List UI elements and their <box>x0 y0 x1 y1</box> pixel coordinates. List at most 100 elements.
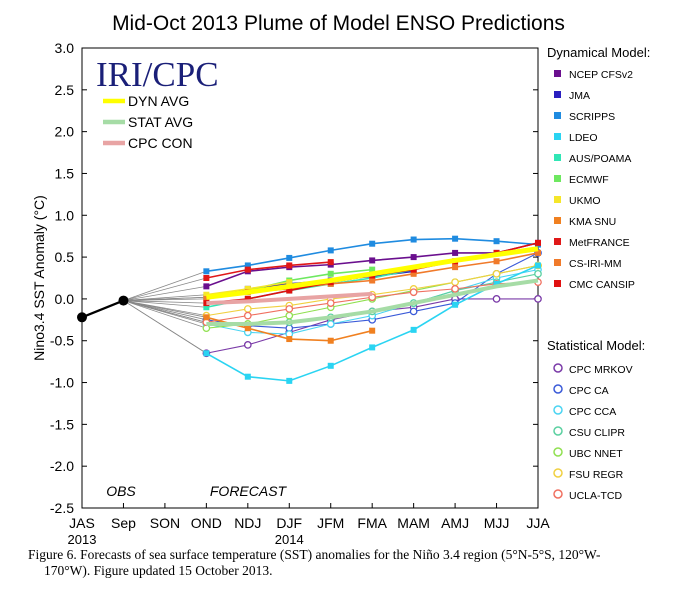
dyn-cmc-cansip-point <box>244 295 251 302</box>
stat-legend-label: FSU REGR <box>569 469 624 481</box>
dyn-legend-label: LDEO <box>569 132 598 144</box>
dyn-legend-label: CS-IRI-MM <box>569 258 622 270</box>
x-tick-label: JJA <box>526 515 550 531</box>
dyn-kma-snu-point <box>327 337 334 344</box>
dyn-ldeo-point <box>452 301 459 308</box>
dyn-ecmwf-point <box>369 266 376 273</box>
x-tick-label: MJJ <box>484 515 510 531</box>
y-tick-label: 0.5 <box>55 249 75 265</box>
plot-frame <box>81 47 539 509</box>
dyn-legend-swatch <box>554 91 561 98</box>
y-tick-label: 1.5 <box>55 165 75 181</box>
stat-legend-label: CPC MRKOV <box>569 364 633 376</box>
connector-line <box>123 294 207 301</box>
dyn-scripps-point <box>286 254 293 261</box>
dyn-ldeo-point <box>327 362 334 369</box>
y-tick-label: -1.0 <box>50 375 74 391</box>
stat-cpc-mrkov-point <box>492 295 501 303</box>
dyn-cs-iri-mm-point <box>493 258 500 265</box>
dyn-legend-swatch <box>554 217 561 224</box>
y-tick-label: 0.0 <box>55 291 75 307</box>
dyn-legend-label: KMA SNU <box>569 216 616 228</box>
stat-legend-swatch <box>553 426 563 436</box>
dyn-legend-label: SCRIPPS <box>569 111 615 123</box>
dyn-cs-iri-mm-point <box>203 295 210 302</box>
dyn-ukmo-point <box>244 285 251 292</box>
dyn-legend-swatch <box>554 175 561 182</box>
dyn-ncep-cfsv2-point <box>369 257 376 264</box>
cpc-con-line <box>206 291 373 306</box>
caption-line-1: Figure 6. Forecasts of sea surface tempe… <box>28 547 601 562</box>
enso-plume-chart: Mid-Oct 2013 Plume of Model ENSO Predict… <box>31 12 650 545</box>
stat-legend-label: CSU CLIPR <box>569 427 625 439</box>
connector-line <box>123 300 207 321</box>
stat-legend-label: UCLA-TCD <box>569 490 623 502</box>
dyn-legend-swatch <box>554 70 561 77</box>
y-axis-label: Nino3.4 SST Anomaly (°C) <box>31 195 47 361</box>
stat-csu-clipr-point <box>534 269 542 278</box>
dyn-metfrance-line <box>206 261 331 279</box>
observed-point <box>118 295 129 306</box>
dyn-ldeo-point <box>286 377 293 384</box>
chart-title: Mid-Oct 2013 Plume of Model ENSO Predict… <box>112 12 565 35</box>
y-tick-label: -1.5 <box>50 416 74 432</box>
stat-ucla-tcd-point <box>243 311 252 320</box>
dyn-legend-swatch <box>554 133 561 140</box>
dyn-legend-label: AUS/POAMA <box>569 153 631 165</box>
stat-ubc-nnet-point <box>285 311 294 320</box>
y-tick-label: 3.0 <box>55 40 75 56</box>
stat-legend-swatch <box>553 384 563 394</box>
y-tick-label: -2.5 <box>50 500 74 516</box>
x-tick-label: Sep <box>111 515 136 531</box>
dyn-metfrance-point <box>244 266 251 273</box>
stat-ucla-tcd-point <box>409 288 418 297</box>
legend-label: STAT AVG <box>128 114 193 130</box>
dyn-kma-snu-point <box>203 314 210 321</box>
dyn-scripps-point <box>203 268 210 275</box>
connector-line <box>123 277 207 301</box>
dyn-ukmo-point <box>286 279 293 286</box>
dyn-ldeo-point <box>535 262 541 269</box>
dyn-ldeo-point <box>493 280 500 287</box>
x-tick-label: DJF <box>276 515 302 531</box>
dyn-legend-swatch <box>554 280 561 287</box>
y-tick-label: 1.0 <box>55 207 75 223</box>
dyn-legend-label: JMA <box>569 90 590 102</box>
connector-line <box>123 300 207 318</box>
dyn-aus-poama-point <box>203 304 210 311</box>
connector-line <box>123 300 207 308</box>
connector-line <box>123 285 207 301</box>
stat-fsu-regr-point <box>451 278 459 287</box>
x-tick-label: NDJ <box>234 515 261 531</box>
stat-ucla-tcd-point <box>451 285 459 293</box>
connector-line <box>123 300 207 304</box>
stat-cpc-ca-point <box>409 307 418 316</box>
connector-line <box>123 300 207 323</box>
year-label: 2014 <box>275 532 304 545</box>
y-tick-label: 2.5 <box>55 82 75 98</box>
stat-legend-swatch <box>553 489 563 499</box>
statistical-legend-title: Statistical Model: <box>547 338 645 353</box>
stat-legend-swatch <box>553 468 563 478</box>
stat-legend-label: UBC NNET <box>569 448 623 460</box>
obs-label: OBS <box>106 483 136 499</box>
dyn-legend-swatch <box>554 112 561 119</box>
dyn-ncep-cfsv2-point <box>203 283 210 290</box>
dyn-avg-line <box>206 246 539 300</box>
dyn-scripps-point <box>410 236 417 243</box>
dyn-cmc-cansip-point <box>535 239 541 246</box>
observed-line <box>81 299 124 319</box>
dyn-kma-snu-point <box>286 336 293 343</box>
dyn-legend-swatch <box>554 259 561 266</box>
stat-cpc-cca-point <box>326 320 335 328</box>
dyn-scripps-point <box>369 240 376 247</box>
forecast-label: FORECAST <box>210 483 288 499</box>
y-tick-label: 2.0 <box>55 124 75 140</box>
x-tick-label: JFM <box>317 515 344 531</box>
iri-cpc-logo: IRI/CPC <box>96 55 219 94</box>
dyn-ncep-cfsv2-point <box>452 249 459 256</box>
y-tick-label: -0.5 <box>50 333 74 349</box>
year-label: 2013 <box>68 532 97 545</box>
dyn-cs-iri-mm-point <box>452 264 459 271</box>
stat-legend-swatch <box>553 447 563 457</box>
